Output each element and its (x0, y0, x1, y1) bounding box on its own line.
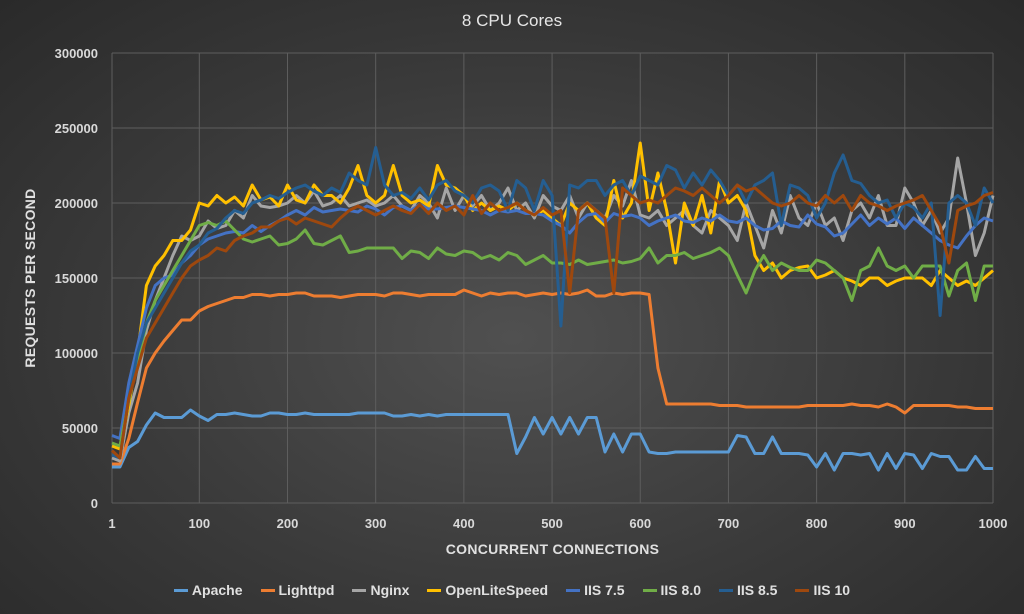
legend-item: IIS 8.0 (642, 582, 701, 598)
legend-label: IIS 8.0 (660, 582, 701, 598)
legend-swatch (566, 588, 581, 592)
x-tick-label: 200 (277, 516, 299, 531)
legend: Apache Lighttpd Nginx OpenLiteSpeed IIS 7.5 I… (0, 582, 1024, 598)
legend-swatch (173, 588, 188, 592)
y-tick-label: 300000 (55, 46, 98, 61)
series-line-lighttpd (112, 288, 993, 466)
y-tick-label: 100000 (55, 346, 98, 361)
series-line-iis-8-5 (111, 146, 995, 460)
legend-item: Apache (173, 582, 243, 598)
x-axis-title: CONCURRENT CONNECTIONS (445, 541, 660, 557)
legend-item: OpenLiteSpeed (427, 582, 548, 598)
y-tick-label: 0 (91, 496, 98, 511)
legend-label: IIS 8.5 (737, 582, 778, 598)
x-tick-label: 800 (806, 516, 828, 531)
x-tick-label: 300 (365, 516, 387, 531)
y-axis-title: REQUESTS PER SECOND (22, 188, 38, 368)
legend-swatch (352, 588, 367, 592)
legend-label: Apache (191, 582, 243, 598)
x-tick-label: 100 (188, 516, 210, 531)
x-tick-label: 400 (453, 516, 475, 531)
y-tick-label: 150000 (55, 271, 98, 286)
legend-swatch (795, 588, 810, 592)
tick-labels: 0 50000 100000 150000 200000 250000 300000 1 100… (55, 46, 1008, 531)
legend-label: Lighttpd (278, 582, 335, 598)
legend-swatch (427, 588, 442, 592)
legend-swatch (260, 588, 275, 592)
series-line-openlitespeed (111, 141, 994, 451)
y-tick-label: 50000 (62, 421, 98, 436)
legend-item: Lighttpd (260, 582, 335, 598)
y-tick-label: 200000 (55, 196, 98, 211)
legend-label: Nginx (370, 582, 410, 598)
series-lines (110, 141, 995, 472)
x-tick-label: 1000 (979, 516, 1008, 531)
series-line-iis-10 (110, 183, 994, 460)
legend-label: IIS 7.5 (584, 582, 625, 598)
legend-swatch (719, 588, 733, 592)
legend-item: IIS 8.5 (719, 582, 777, 598)
legend-label: OpenLiteSpeed (445, 582, 549, 598)
x-tick-label: 600 (629, 516, 651, 531)
x-tick-label: 500 (541, 516, 563, 531)
x-tick-label: 900 (894, 516, 916, 531)
legend-item: Nginx (352, 582, 409, 598)
x-tick-label: 700 (718, 516, 740, 531)
y-tick-label: 250000 (55, 121, 98, 136)
gridlines (111, 52, 994, 504)
series-line-iis-8-0 (111, 219, 993, 448)
legend-item: IIS 10 (795, 582, 850, 598)
series-line-apache (112, 408, 993, 472)
chart-title: 8 CPU Cores (461, 11, 563, 30)
legend-item: IIS 7.5 (566, 582, 625, 598)
legend-label: IIS 10 (813, 582, 851, 598)
legend-swatch (642, 588, 657, 592)
x-tick-label: 1 (108, 516, 115, 531)
